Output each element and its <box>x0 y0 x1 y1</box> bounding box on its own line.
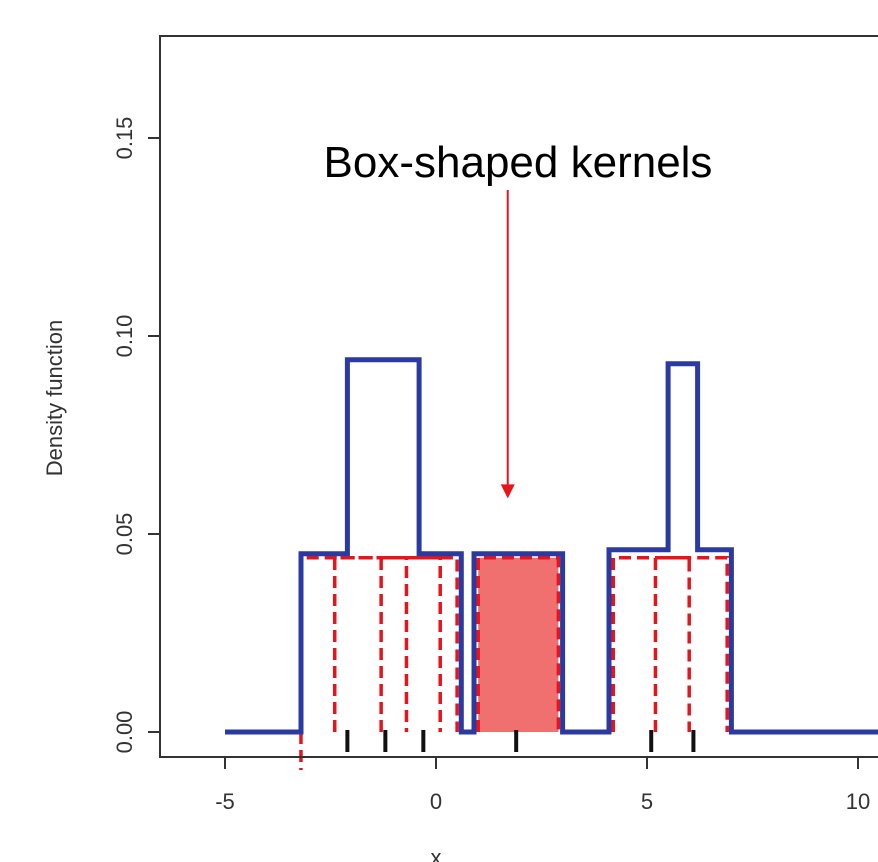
kernel-box-5 <box>653 556 729 732</box>
y-tick-label: 0.10 <box>112 315 137 358</box>
annotation-text: Box-shaped kernels <box>324 138 713 187</box>
kernel-box-4 <box>611 556 691 732</box>
y-tick-label: 0.15 <box>112 117 137 160</box>
x-axis-title: x <box>431 845 442 862</box>
annotation-arrow-head <box>500 484 515 499</box>
kernel-box-2 <box>379 556 459 732</box>
y-tick-label: 0.05 <box>112 513 137 556</box>
axes: -5 0 5 10 0.00 0.05 0.10 0.15 Density function x <box>42 35 878 862</box>
y-tick-label: 0.00 <box>112 711 137 754</box>
x-tick-label: 5 <box>641 789 653 814</box>
plot-area <box>225 357 878 770</box>
kernel-box-0 <box>299 556 409 732</box>
density-series-line <box>225 357 878 735</box>
y-axis-title: Density function <box>42 320 67 477</box>
highlighted-kernel-fill <box>478 557 559 732</box>
x-tick-label: -5 <box>215 789 235 814</box>
x-tick-label: 10 <box>846 789 870 814</box>
kernel-box-1 <box>332 556 442 732</box>
plot-frame <box>159 35 878 758</box>
x-tick-label: 0 <box>430 789 442 814</box>
annotations: Box-shaped kernels <box>324 138 713 499</box>
